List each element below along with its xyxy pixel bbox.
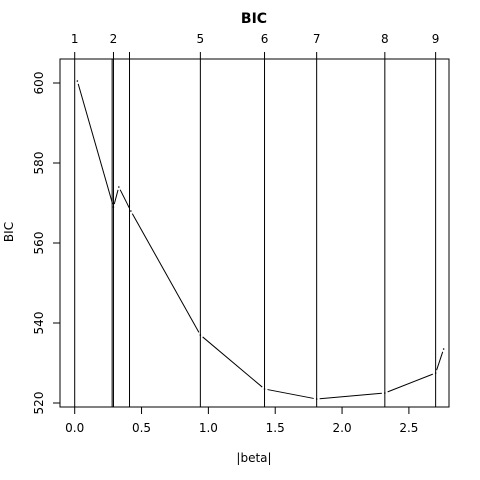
x-tick-label: 1.5 bbox=[266, 421, 285, 435]
bic-segment bbox=[267, 389, 314, 399]
step-label: 5 bbox=[197, 32, 205, 46]
bic-point bbox=[263, 388, 266, 390]
plot-frame bbox=[59, 58, 450, 408]
bic-point bbox=[434, 372, 437, 374]
bic-segment bbox=[387, 373, 434, 393]
bic-segment bbox=[77, 83, 114, 205]
step-label: 7 bbox=[313, 32, 321, 46]
y-tick-label: 540 bbox=[32, 312, 46, 335]
bic-segment bbox=[131, 213, 200, 333]
bic-segment bbox=[119, 189, 130, 209]
x-tick-label: 0.5 bbox=[132, 421, 151, 435]
x-axis: 0.0 0.5 1.0 1.5 2.0 2.5 bbox=[65, 407, 418, 435]
y-tick-label: 520 bbox=[32, 392, 46, 415]
y-axis: 520 540 560 580 600 bbox=[32, 72, 60, 415]
chart-title: BIC bbox=[241, 11, 267, 27]
bic-point bbox=[130, 210, 132, 212]
y-tick-label: 600 bbox=[32, 72, 46, 95]
bic-segment bbox=[436, 351, 444, 371]
bic-point bbox=[118, 186, 120, 188]
step-lines bbox=[74, 52, 437, 407]
bic-point bbox=[199, 334, 202, 336]
y-axis-title: BIC bbox=[2, 222, 16, 242]
bic-series bbox=[76, 80, 445, 400]
bic-segment bbox=[113, 189, 119, 205]
step-label: 2 bbox=[110, 32, 118, 46]
y-tick-label: 580 bbox=[32, 152, 46, 175]
bic-segment bbox=[319, 392, 382, 400]
bic-point bbox=[112, 206, 115, 208]
step-labels: 1 2 5 6 7 8 9 bbox=[71, 32, 440, 46]
step-label: 6 bbox=[261, 32, 269, 46]
step-label: 8 bbox=[381, 32, 389, 46]
x-tick-label: 0.0 bbox=[65, 421, 84, 435]
x-axis-title: |beta| bbox=[236, 451, 271, 465]
bic-point bbox=[442, 348, 445, 350]
y-tick-label: 560 bbox=[32, 232, 46, 255]
bic-point bbox=[315, 398, 318, 400]
bic-segment bbox=[202, 336, 263, 388]
x-tick-label: 2.0 bbox=[333, 421, 352, 435]
x-tick-label: 1.0 bbox=[199, 421, 218, 435]
bic-point bbox=[384, 392, 386, 394]
bic-point bbox=[76, 80, 79, 82]
x-tick-label: 2.5 bbox=[399, 421, 418, 435]
step-label: 9 bbox=[432, 32, 440, 46]
step-label: 1 bbox=[71, 32, 79, 46]
